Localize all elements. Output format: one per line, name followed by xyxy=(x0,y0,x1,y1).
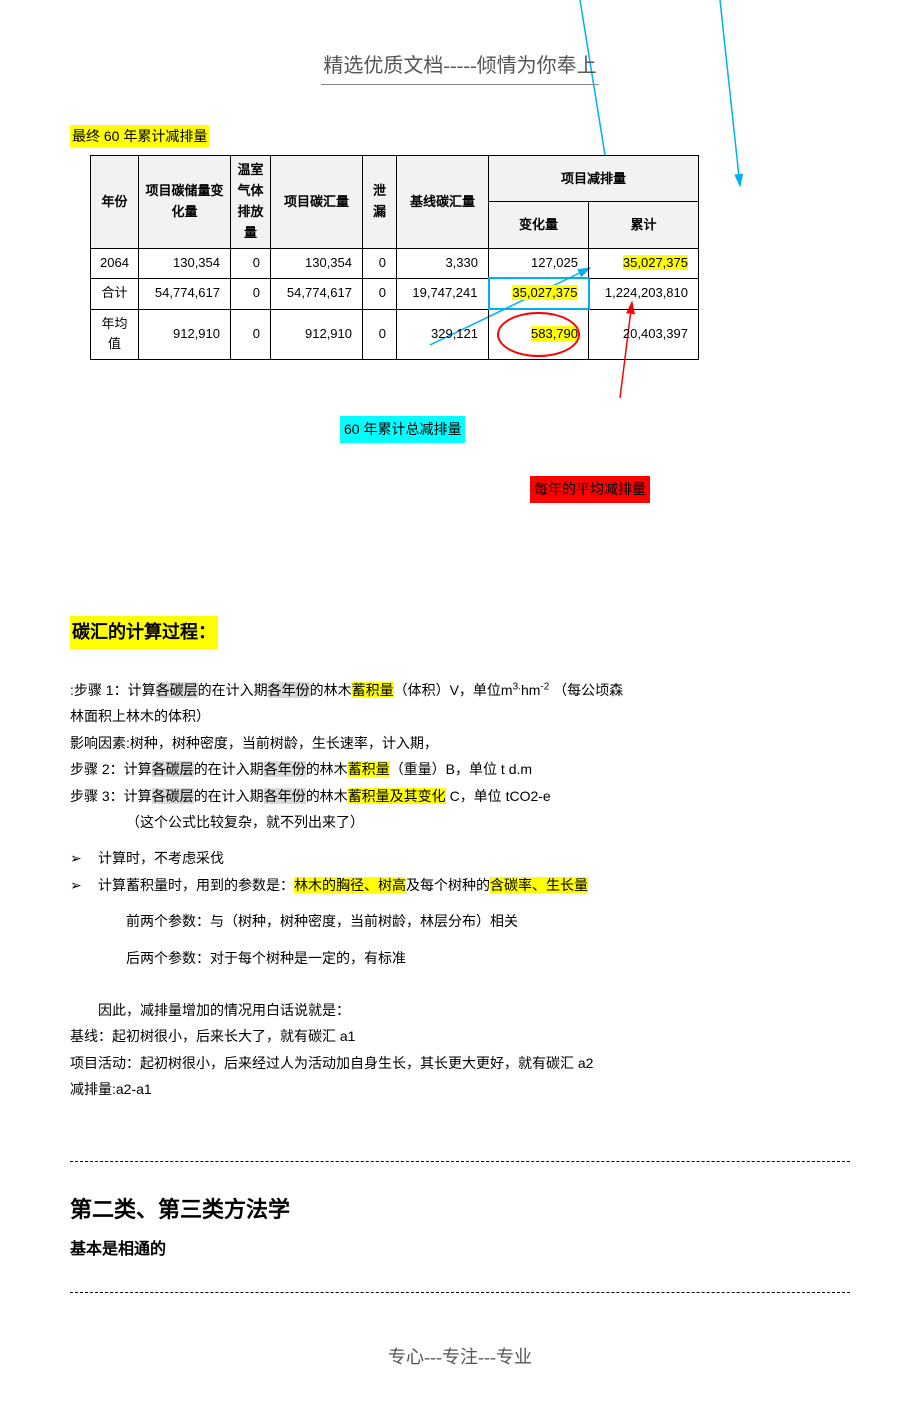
cell: 1,224,203,810 xyxy=(589,278,699,309)
step-3: 步骤 3：计算各碳层的在计入期各年份的林木蓄积量及其变化 C，单位 tCO2-e xyxy=(70,785,850,807)
step-3-note: （这个公式比较复杂，就不列出来了） xyxy=(70,811,850,833)
cell-year: 合计 xyxy=(91,278,139,309)
cell: 329,121 xyxy=(397,309,489,360)
cell: 130,354 xyxy=(139,248,231,278)
cell: 912,910 xyxy=(139,309,231,360)
bullet-1: ➢ 计算时，不考虑采伐 xyxy=(70,847,850,869)
cell: 0 xyxy=(231,248,271,278)
cell: 0 xyxy=(363,248,397,278)
cell: 35,027,375 xyxy=(589,248,699,278)
bullet-2-text: 计算蓄积量时，用到的参数是：林木的胸径、树高及每个树种的含碳率、生长量 xyxy=(98,874,588,896)
callout-row: 60 年累计总减排量 每年的平均减排量 xyxy=(70,396,850,516)
step-1: :步骤 1：计算各碳层的在计入期各年份的林木蓄积量（体积）V，单位m3.hm-2… xyxy=(70,679,850,701)
section2-title: 第二类、第三类方法学 xyxy=(70,1192,850,1227)
cell: 20,403,397 xyxy=(589,309,699,360)
page-container: 精选优质文档-----倾情为你奉上 最终 60 年累计减排量 年份 项目碳储量变… xyxy=(0,0,920,1412)
th-ghg: 温室气体排放量 xyxy=(231,156,271,248)
cell-redoval: 583,790 xyxy=(489,309,589,360)
cell: 3,330 xyxy=(397,248,489,278)
cell: 912,910 xyxy=(271,309,363,360)
table-row: 年均值 912,910 0 912,910 0 329,121 583,790 … xyxy=(91,309,699,360)
top-label-text: 最终 60 年累计减排量 xyxy=(70,125,209,147)
divider xyxy=(70,1161,850,1162)
page-footer: 专心---专注---专业 xyxy=(70,1343,850,1372)
bullet-icon: ➢ xyxy=(70,847,98,869)
bullet-1-text: 计算时，不考虑采伐 xyxy=(98,847,224,869)
table-body: 2064 130,354 0 130,354 0 3,330 127,025 3… xyxy=(91,248,699,360)
divider xyxy=(70,1292,850,1293)
th-year: 年份 xyxy=(91,156,139,248)
cell-year: 2064 xyxy=(91,248,139,278)
factors: 影响因素:树种，树种密度，当前树龄，生长速率，计入期， xyxy=(70,732,850,754)
process-heading: 碳汇的计算过程： xyxy=(70,616,218,649)
table-row: 2064 130,354 0 130,354 0 3,330 127,025 3… xyxy=(91,248,699,278)
section2-sub: 基本是相通的 xyxy=(70,1237,850,1263)
header-text: 精选优质文档-----倾情为你奉上 xyxy=(321,50,598,85)
cell: 54,774,617 xyxy=(271,278,363,309)
th-leak: 泄漏 xyxy=(363,156,397,248)
conclusion-2: 基线：起初树很小，后来长大了，就有碳汇 a1 xyxy=(70,1025,850,1047)
cell: 0 xyxy=(231,278,271,309)
th-reduction-group: 项目减排量 xyxy=(489,156,699,202)
step-1-cont: 林面积上林木的体积） xyxy=(70,705,850,727)
emission-table: 年份 项目碳储量变化量 温室气体排放量 项目碳汇量 泄漏 基线碳汇量 项目减排量… xyxy=(90,155,699,360)
step-2: 步骤 2：计算各碳层的在计入期各年份的林木蓄积量（重量）B，单位 t d.m xyxy=(70,758,850,780)
cell: 0 xyxy=(231,309,271,360)
cell: 0 xyxy=(363,278,397,309)
conclusion-1: 因此，减排量增加的情况用白话说就是： xyxy=(70,999,850,1021)
callout-cyan: 60 年累计总减排量 xyxy=(340,416,465,442)
table-row: 合计 54,774,617 0 54,774,617 0 19,747,241 … xyxy=(91,278,699,309)
cell-bluebox: 35,027,375 xyxy=(489,278,589,309)
callout-red: 每年的平均减排量 xyxy=(530,476,650,502)
th-cum: 累计 xyxy=(589,202,699,248)
th-sink: 项目碳汇量 xyxy=(271,156,363,248)
process-heading-row: 碳汇的计算过程： xyxy=(70,576,850,649)
cell: 0 xyxy=(363,309,397,360)
page-header: 精选优质文档-----倾情为你奉上 xyxy=(70,50,850,85)
cell-year: 年均值 xyxy=(91,309,139,360)
conclusion-block: 因此，减排量增加的情况用白话说就是： 基线：起初树很小，后来长大了，就有碳汇 a… xyxy=(70,999,850,1101)
th-storage: 项目碳储量变化量 xyxy=(139,156,231,248)
cell: 54,774,617 xyxy=(139,278,231,309)
cell: 127,025 xyxy=(489,248,589,278)
cell: 19,747,241 xyxy=(397,278,489,309)
th-baseline: 基线碳汇量 xyxy=(397,156,489,248)
th-change: 变化量 xyxy=(489,202,589,248)
top-label: 最终 60 年累计减排量 xyxy=(70,125,850,147)
conclusion-3: 项目活动：起初树很小，后来经过人为活动加自身生长，其长更大更好，就有碳汇 a2 xyxy=(70,1052,850,1074)
steps-block: :步骤 1：计算各碳层的在计入期各年份的林木蓄积量（体积）V，单位m3.hm-2… xyxy=(70,679,850,833)
conclusion-4: 减排量:a2-a1 xyxy=(70,1078,850,1100)
bullet-2-sub1: 前两个参数：与（树种，树种密度，当前树龄，林层分布）相关 xyxy=(70,910,850,932)
cell: 130,354 xyxy=(271,248,363,278)
bullet-icon: ➢ xyxy=(70,874,98,896)
bullet-2: ➢ 计算蓄积量时，用到的参数是：林木的胸径、树高及每个树种的含碳率、生长量 xyxy=(70,874,850,896)
bullet-2-sub2: 后两个参数：对于每个树种是一定的，有标准 xyxy=(70,947,850,969)
bullet-list: ➢ 计算时，不考虑采伐 ➢ 计算蓄积量时，用到的参数是：林木的胸径、树高及每个树… xyxy=(70,847,850,969)
